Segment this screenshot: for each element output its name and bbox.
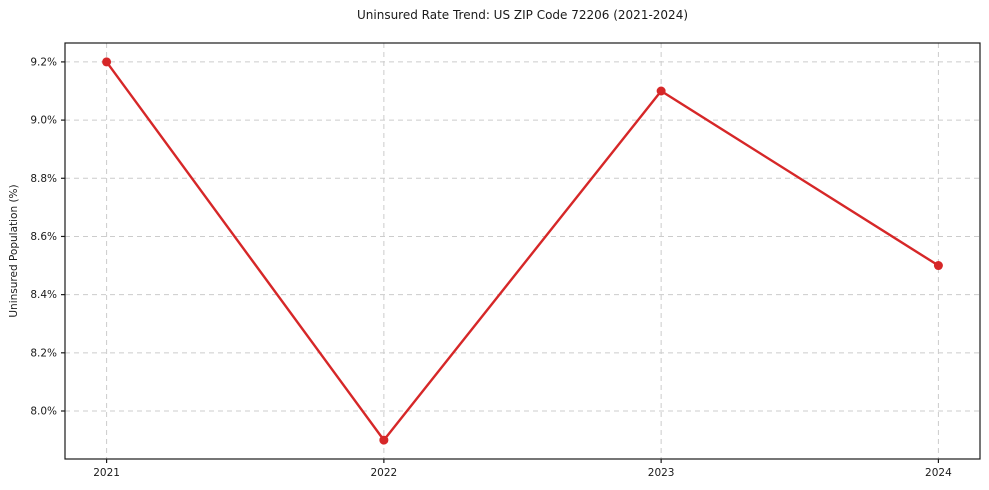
data-point — [102, 57, 112, 67]
y-tick-label: 9.0% — [30, 115, 57, 127]
trend-line — [105, 60, 940, 442]
y-tick-label: 8.4% — [30, 289, 57, 301]
y-tick-label: 8.2% — [30, 347, 57, 359]
x-tick-label: 2024 — [925, 467, 952, 479]
y-tick-label: 8.6% — [30, 231, 57, 243]
y-tick-label: 8.0% — [30, 406, 57, 418]
data-point — [933, 261, 943, 271]
data-point — [379, 435, 389, 445]
x-tick-label: 2021 — [93, 467, 120, 479]
axes-spines — [64, 42, 981, 460]
chart-title: Uninsured Rate Trend: US ZIP Code 72206 … — [356, 8, 689, 22]
x-tick-label: 2023 — [648, 467, 675, 479]
y-tick-label: 9.2% — [30, 56, 57, 68]
data-point — [656, 86, 666, 96]
x-tick-label: 2022 — [370, 467, 397, 479]
y-tick-label: 8.8% — [30, 173, 57, 185]
